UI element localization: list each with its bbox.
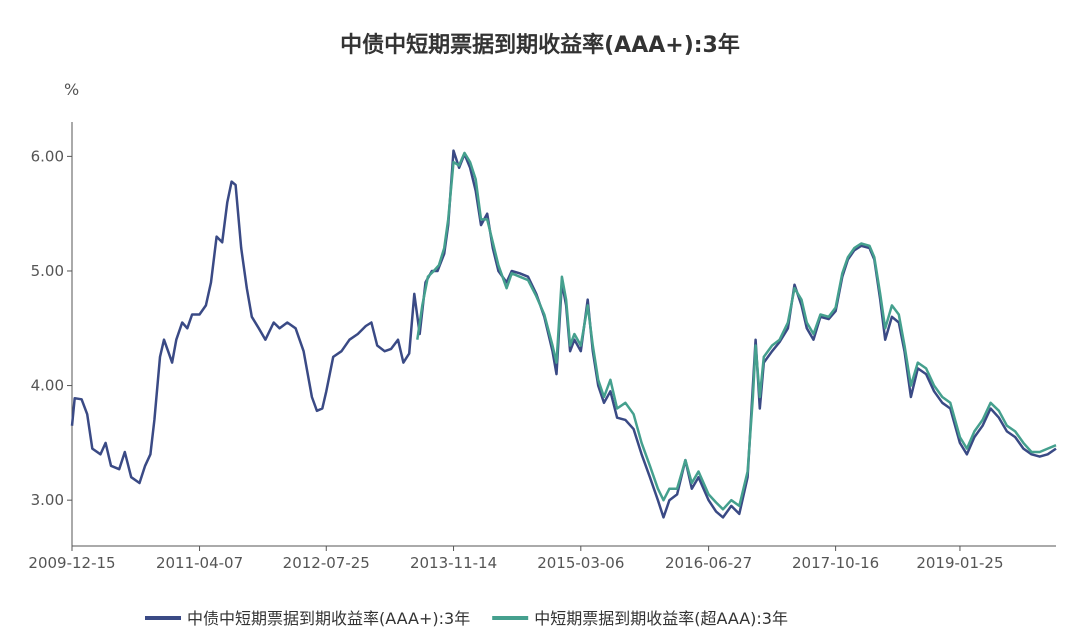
x-ticks: 2009-12-15 2011-04-07 2012-07-25 2013-11-14… bbox=[28, 546, 1004, 572]
y-tick-label: 4.00 bbox=[31, 377, 64, 395]
y-ticks: 3.00 4.00 5.00 6.00 bbox=[31, 147, 72, 509]
legend-label-1: 中债中短期票据到期收益率(AAA+):3年 bbox=[187, 609, 470, 628]
x-tick-label: 2009-12-15 bbox=[28, 554, 115, 572]
legend: 中债中短期票据到期收益率(AAA+):3年 中短期票据到期收益率(超AAA):3年 bbox=[145, 609, 788, 628]
y-tick-label: 3.00 bbox=[31, 491, 64, 509]
x-tick-label: 2016-06-27 bbox=[665, 554, 752, 572]
x-tick-label: 2011-04-07 bbox=[156, 554, 243, 572]
series-layer bbox=[70, 149, 1057, 519]
y-tick-label: 6.00 bbox=[31, 147, 64, 165]
axes bbox=[71, 122, 1056, 547]
legend-label-2: 中短期票据到期收益率(超AAA):3年 bbox=[534, 609, 788, 628]
series-line-1 bbox=[70, 149, 1057, 519]
y-axis-unit: % bbox=[64, 80, 79, 99]
series-line-2 bbox=[416, 151, 1057, 511]
x-tick-label: 2019-01-25 bbox=[916, 554, 1003, 572]
x-tick-label: 2017-10-16 bbox=[792, 554, 879, 572]
y-tick-label: 5.00 bbox=[31, 262, 64, 280]
x-tick-label: 2013-11-14 bbox=[410, 554, 497, 572]
x-tick-label: 2015-03-06 bbox=[537, 554, 624, 572]
chart-title: 中债中短期票据到期收益率(AAA+):3年 bbox=[340, 32, 740, 58]
x-tick-label: 2012-07-25 bbox=[283, 554, 370, 572]
